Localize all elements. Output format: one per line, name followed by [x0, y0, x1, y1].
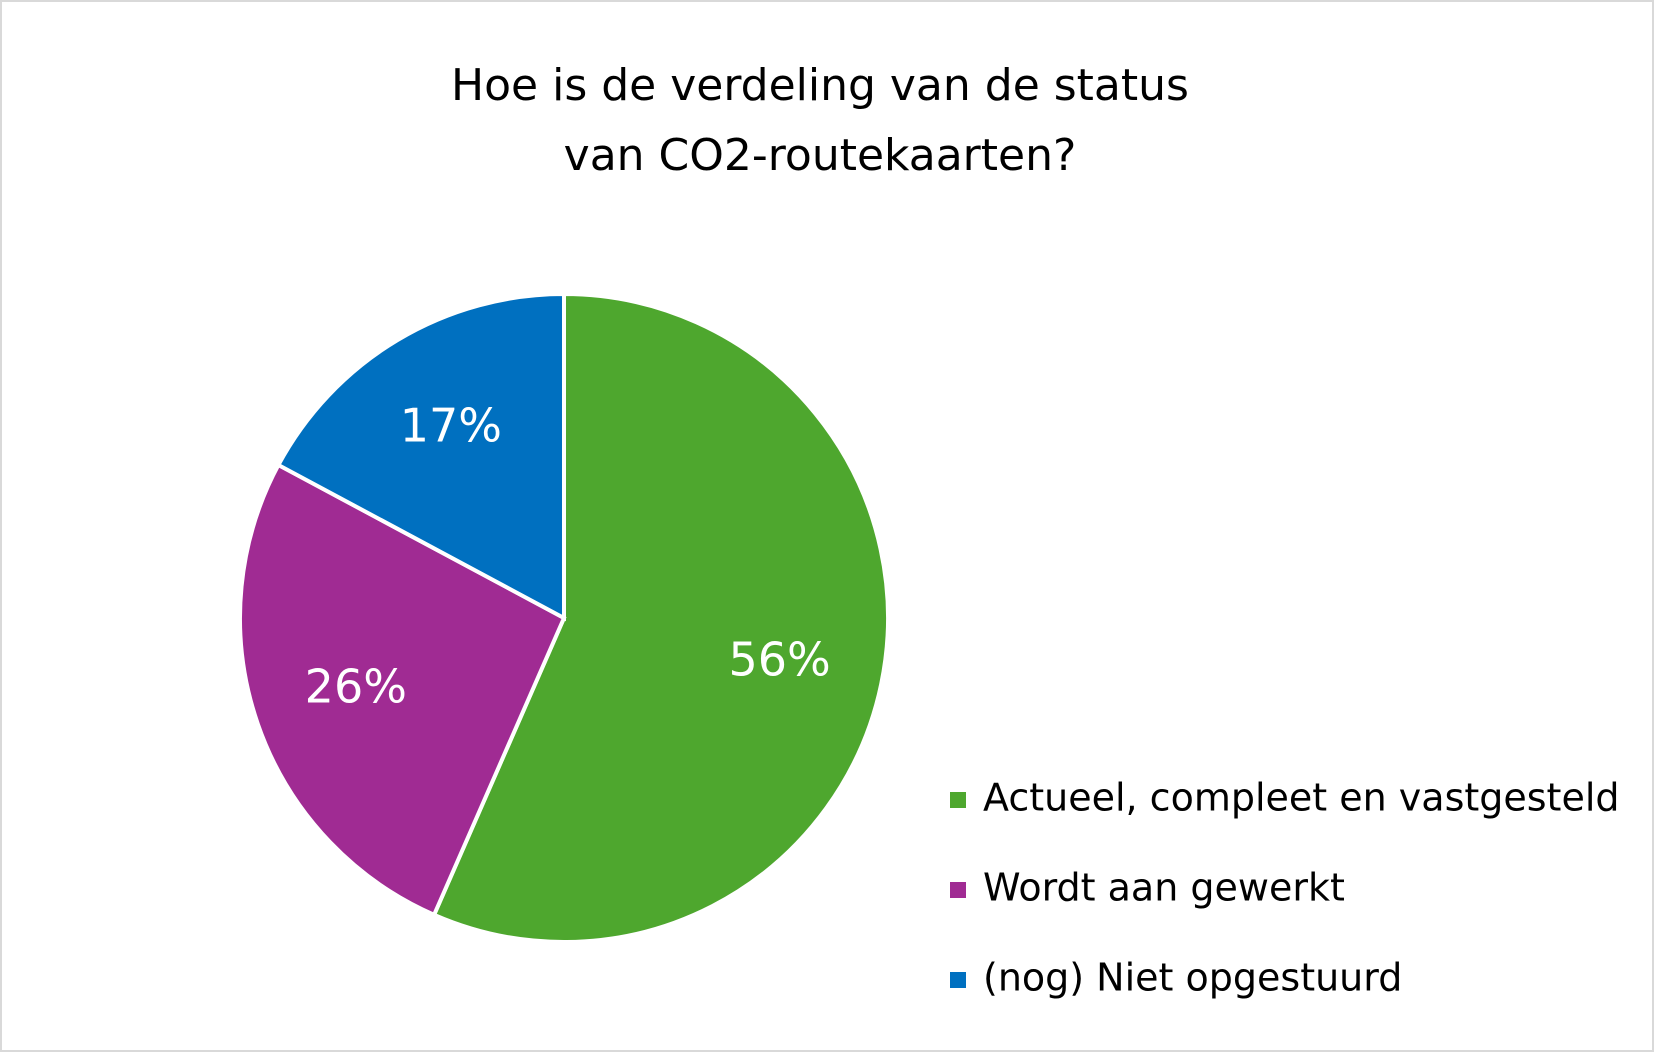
chart-title: Hoe is de verdeling van de status [451, 60, 1189, 111]
legend-swatch [950, 972, 966, 988]
pie-slice [238, 462, 567, 918]
legend-label: Wordt aan gewerkt [983, 866, 1345, 910]
legend-swatch [950, 792, 966, 808]
data-label: 17% [400, 398, 502, 452]
pie-slice [431, 291, 891, 944]
legend-label: Actueel, compleet en vastgesteld [983, 776, 1620, 820]
pie-slice [275, 291, 566, 622]
chart-title: van CO2-routekaarten? [564, 130, 1077, 181]
data-label: 56% [729, 633, 831, 687]
data-label: 26% [305, 660, 407, 714]
legend-label: (nog) Niet opgestuurd [983, 956, 1402, 1000]
legend-swatch [950, 882, 966, 898]
